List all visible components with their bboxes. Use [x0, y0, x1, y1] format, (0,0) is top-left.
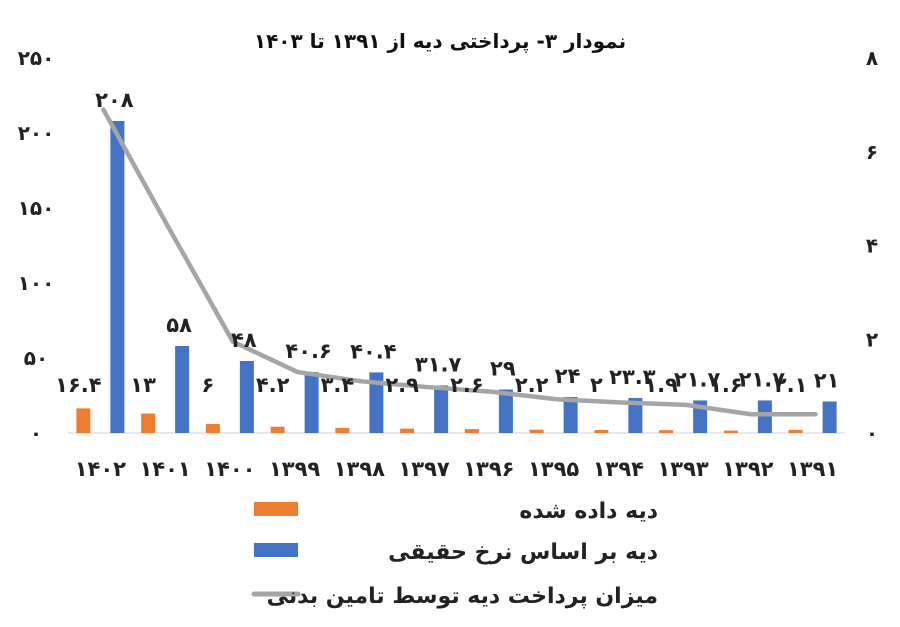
legend-label: میزان پرداخت دیه توسط تامین بدنی [267, 584, 658, 609]
bar-real-rate-diyeh [822, 401, 837, 433]
bar-paid-diyeh [594, 430, 609, 433]
legend-swatch [254, 543, 298, 557]
bar-paid-diyeh [659, 430, 674, 433]
y-right-tick-label: ۰ [866, 421, 878, 445]
bar-real-rate-diyeh [369, 372, 384, 433]
bar-paid-diyeh [76, 408, 91, 433]
y-left-axis: ۰ ۵۰ ۱۰۰ ۱۵۰ ۲۰۰ ۲۵۰ [18, 46, 55, 445]
data-label-paid-diyeh: ۱.۶ [709, 373, 743, 397]
bar-real-rate-diyeh [110, 121, 125, 433]
chart-title: نمودار ۳- پرداختی دیه از ۱۳۹۱ تا ۱۴۰۳ [254, 29, 626, 54]
data-label-paid-diyeh: ۴.۲ [256, 373, 290, 397]
data-label-paid-diyeh: ۶ [201, 373, 214, 397]
y-left-tick-label: ۱۰۰ [18, 271, 55, 295]
line-series [101, 107, 818, 417]
data-label-paid-diyeh: ۱.۹ [644, 373, 678, 397]
bar-paid-diyeh [141, 413, 156, 433]
data-label-paid-diyeh: ۲ [590, 373, 603, 397]
bar-real-rate-diyeh [757, 400, 772, 433]
x-tick-label: ۱۳۹۱ [787, 457, 838, 481]
x-tick-label: ۱۴۰۱ [139, 457, 190, 481]
bar-paid-diyeh [788, 429, 803, 433]
x-tick-label: ۱۳۹۲ [722, 457, 773, 481]
data-label-paid-diyeh: ۱۳ [130, 373, 156, 397]
x-tick-label: ۱۳۹۵ [528, 457, 579, 481]
legend-swatch [254, 502, 298, 516]
data-label-paid-diyeh: ۲.۱ [774, 373, 808, 397]
bar-real-rate-diyeh [563, 397, 578, 433]
y-left-tick-label: ۲۰۰ [18, 121, 55, 145]
y-left-tick-label: ۲۵۰ [18, 46, 55, 70]
bar-paid-diyeh [205, 424, 220, 433]
data-label-paid-diyeh: ۲.۹ [385, 373, 419, 397]
bar-real-rate-diyeh [175, 346, 190, 433]
data-label-real-rate-diyeh: ۲۱ [814, 369, 840, 393]
data-label-real-rate-diyeh: ۲۳.۳ [609, 365, 656, 389]
x-tick-label: ۱۳۹۴ [593, 457, 644, 481]
y-left-tick-label: ۵۰ [24, 346, 48, 370]
data-label-real-rate-diyeh: ۵۸ [166, 313, 192, 337]
bar-paid-diyeh [270, 426, 285, 433]
legend: دیه داده شده دیه بر اساس نرخ حقیقی میزان پ… [251, 499, 658, 609]
x-tick-label: ۱۳۹۹ [269, 457, 320, 481]
data-label-real-rate-diyeh: ۳۱.۷ [415, 352, 462, 376]
legend-label: دیه داده شده [519, 499, 658, 524]
y-right-tick-label: ۴ [866, 234, 878, 258]
data-label-paid-diyeh: ۲.۶ [450, 373, 484, 397]
y-right-axis: ۰ ۲ ۴ ۶ ۸ [866, 46, 878, 445]
data-label-paid-diyeh: ۳.۴ [321, 373, 355, 397]
line-insurance-payment [101, 107, 818, 417]
bar-paid-diyeh [400, 428, 415, 433]
x-tick-label: ۱۳۹۸ [334, 457, 385, 481]
bar-paid-diyeh [335, 427, 350, 433]
data-label-real-rate-diyeh: ۲۰۸ [95, 88, 134, 112]
y-right-tick-label: ۸ [866, 46, 878, 70]
y-left-tick-label: ۱۵۰ [18, 196, 55, 220]
y-right-tick-label: ۶ [866, 140, 878, 164]
data-label-real-rate-diyeh: ۲۱.۷ [674, 367, 721, 391]
x-tick-label: ۱۳۹۷ [398, 457, 449, 481]
x-tick-label: ۱۳۹۶ [463, 457, 514, 481]
bar-paid-diyeh [464, 429, 479, 433]
data-labels: ۱۶.۴ ۲۰۸ ۱۳ ۵۸ ۶ ۴۸ ۴.۲ ۴۰.۶ ۳.۴ ۴۰.۴ ۲.۹۳۱.۷۲.۶۲۹… [55, 88, 839, 397]
data-label-paid-diyeh: ۱۶.۴ [55, 373, 102, 397]
y-left-tick-label: ۰ [30, 421, 42, 445]
data-label-real-rate-diyeh: ۴۰.۶ [285, 339, 331, 363]
data-label-real-rate-diyeh: ۲۹ [490, 357, 516, 381]
x-tick-label: ۱۴۰۰ [204, 457, 255, 481]
x-ticks: ۱۴۰۲ ۱۴۰۱ ۱۴۰۰ ۱۳۹۹ ۱۳۹۸ ۱۳۹۷ ۱۳۹۶ ۱۳۹۵ ۱۳۹۴ ۱۳۹۳… [75, 457, 839, 481]
legend-label: دیه بر اساس نرخ حقیقی [388, 540, 658, 565]
data-label-real-rate-diyeh: ۲۴ [555, 364, 581, 388]
bar-paid-diyeh [529, 429, 544, 433]
x-tick-label: ۱۳۹۳ [657, 457, 708, 481]
bar-real-rate-diyeh [434, 385, 449, 433]
bar-real-rate-diyeh [304, 372, 319, 433]
data-label-real-rate-diyeh: ۲۱.۷ [739, 367, 786, 391]
bar-paid-diyeh [723, 430, 738, 433]
y-right-tick-label: ۲ [866, 327, 878, 351]
data-label-paid-diyeh: ۲.۲ [515, 373, 549, 397]
data-label-real-rate-diyeh: ۴۸ [231, 328, 257, 352]
bar-real-rate-diyeh [628, 398, 643, 433]
bar-real-rate-diyeh [239, 361, 254, 433]
x-tick-label: ۱۴۰۲ [75, 457, 126, 481]
data-label-real-rate-diyeh: ۴۰.۴ [350, 339, 397, 363]
bar-real-rate-diyeh [498, 389, 513, 433]
